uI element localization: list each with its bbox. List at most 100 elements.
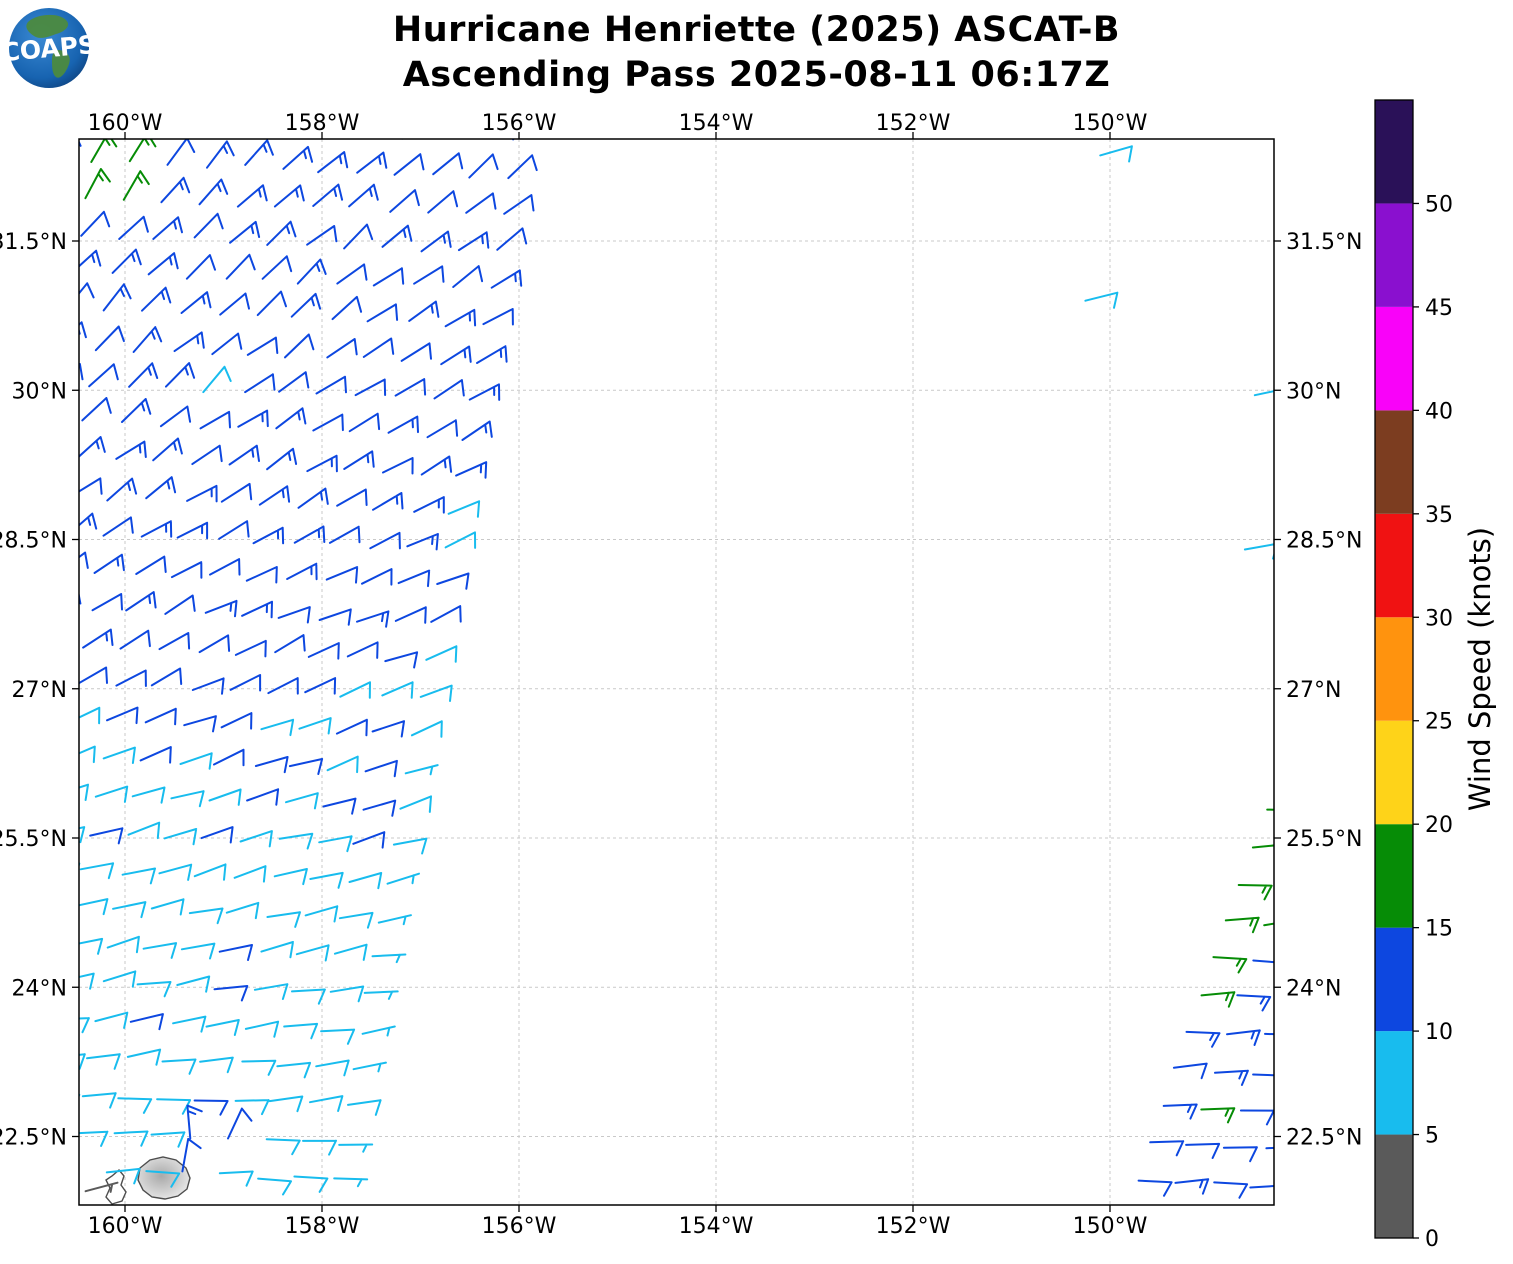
wind-barb <box>335 718 368 737</box>
wind-barb <box>273 184 305 208</box>
wind-barb <box>361 1025 396 1037</box>
wind-barb <box>274 634 306 654</box>
wind-barb <box>288 758 324 775</box>
lat-tick-label-left: 28.5°N <box>0 529 67 554</box>
wind-barb <box>191 677 225 695</box>
wind-barb <box>79 783 89 801</box>
wind-barb <box>290 292 322 318</box>
wind-barb <box>163 828 198 846</box>
wind-barb <box>293 1175 329 1193</box>
wind-barb <box>371 720 405 738</box>
wind-barb <box>347 1099 382 1116</box>
wind-barb <box>440 345 472 366</box>
wind-barb <box>46 629 76 645</box>
wind-barb <box>1314 1000 1347 1015</box>
wind-barb <box>86 1053 121 1070</box>
colorbar-tick-label: 0 <box>1425 1227 1439 1252</box>
wind-barb <box>234 1099 270 1116</box>
wind-barb <box>225 253 256 280</box>
wind-barb <box>1222 1146 1258 1163</box>
wind-barb <box>490 269 523 289</box>
wind-barb <box>333 1177 369 1188</box>
wind-barb <box>408 300 440 322</box>
wind-barb <box>106 935 140 954</box>
wind-barb <box>1172 1062 1208 1080</box>
wind-barb <box>237 409 269 428</box>
wind-barb <box>144 707 177 726</box>
wind-barb <box>452 265 484 288</box>
wind-barb <box>1305 921 1338 935</box>
wind-barb <box>285 792 319 810</box>
wind-barb <box>336 263 368 285</box>
wind-barb <box>444 531 477 549</box>
wind-barb <box>111 248 142 274</box>
wind-barb <box>1290 1072 1323 1087</box>
wind-barb <box>218 520 250 540</box>
wind-barb <box>79 1017 90 1034</box>
wind-barb <box>89 827 124 845</box>
wind-barb <box>410 720 443 738</box>
wind-barb <box>394 378 427 397</box>
wind-barb <box>84 1181 119 1193</box>
wind-barb <box>1273 1109 1274 1112</box>
wind-barb <box>282 145 314 170</box>
wind-barb <box>503 194 535 215</box>
wind-barb <box>371 953 407 964</box>
wind-barb <box>234 639 267 658</box>
wind-barb <box>425 645 458 663</box>
wind-barb <box>258 485 291 506</box>
wind-barb <box>198 634 231 654</box>
wind-barb <box>419 684 453 702</box>
wind-barb <box>246 336 279 356</box>
lon-tick-label-top: 154°W <box>679 111 754 136</box>
wind-barb <box>79 363 84 381</box>
island-kauai <box>137 1156 191 1200</box>
wind-barb <box>1149 1140 1185 1157</box>
wind-barb <box>113 1130 149 1147</box>
wind-barb <box>90 139 118 163</box>
lat-tick-label-right: 30°N <box>1286 379 1341 404</box>
wind-barb <box>397 569 431 588</box>
wind-barb <box>1317 887 1350 901</box>
wind-barb <box>193 863 227 881</box>
colorbar-axis-label: Wind Speed (knots) <box>1463 527 1497 811</box>
wind-barb <box>1137 1179 1173 1197</box>
colorbar-tick-label: 5 <box>1425 1124 1439 1149</box>
wind-barb <box>377 914 412 926</box>
colorbar-segment <box>1375 824 1413 928</box>
wind-barb <box>241 1059 277 1076</box>
wind-barb <box>106 706 139 725</box>
wind-barb <box>364 759 398 778</box>
wind-barb <box>128 362 159 388</box>
wind-barb <box>59 99 86 125</box>
wind-barb <box>129 1013 164 1031</box>
wind-barb <box>79 972 95 990</box>
colorbar-segment <box>1375 927 1413 1032</box>
wind-barb <box>1099 145 1133 163</box>
wind-barb <box>1280 887 1313 901</box>
wind-barb <box>369 531 401 550</box>
wind-barb <box>179 752 213 770</box>
wind-barb <box>229 674 262 692</box>
wind-barb <box>136 981 172 998</box>
wind-barb <box>1185 1030 1221 1048</box>
colorbar-tick-label: 30 <box>1425 606 1453 631</box>
wind-barb <box>304 905 339 923</box>
wind-barb <box>79 666 108 685</box>
wind-barb <box>128 139 157 163</box>
wind-barb <box>296 258 327 285</box>
wind-barb <box>312 183 344 207</box>
wind-barb <box>204 599 238 618</box>
wind-barb <box>384 651 419 669</box>
wind-barb <box>318 835 353 853</box>
lat-tick-label-left: 22.5°N <box>0 1126 67 1151</box>
wind-barb <box>1200 1107 1236 1124</box>
wind-barb <box>200 826 234 844</box>
wind-barb <box>173 102 199 129</box>
colorbar-tick-label: 40 <box>1425 399 1453 424</box>
wind-barb <box>401 139 404 140</box>
wind-barb <box>193 212 224 239</box>
gridlines <box>79 139 1274 1205</box>
wind-barb <box>228 444 260 466</box>
wind-barb <box>1162 1103 1198 1120</box>
